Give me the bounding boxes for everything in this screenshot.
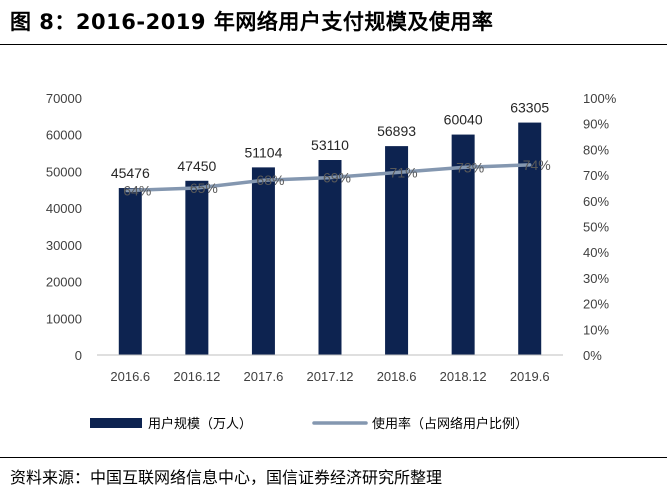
x-tick-label: 2017.6: [244, 369, 284, 384]
bar: [318, 160, 342, 355]
source-note: 资料来源：中国互联网络信息中心，国信证券经济研究所整理: [10, 468, 443, 487]
right-tick-label: 100%: [583, 91, 617, 106]
x-tick-label: 2019.6: [510, 369, 550, 384]
bar-data-labels: 45476 47450 51104 53110 56893 60040 63305: [111, 100, 550, 181]
x-tick-label: 2016.12: [173, 369, 220, 384]
line-data-label: 65%: [190, 180, 218, 196]
figure-title: 图 8：2016-2019 年网络用户支付规模及使用率: [10, 10, 494, 34]
right-tick-label: 80%: [583, 142, 609, 157]
line-data-label: 73%: [456, 159, 484, 175]
right-tick-label: 20%: [583, 297, 609, 312]
x-axis-ticks: 2016.6 2016.12 2017.6 2017.12 2018.6 2018.12 2…: [110, 369, 549, 384]
left-tick-label: 60000: [46, 128, 82, 143]
bar: [118, 188, 142, 355]
bar: [451, 134, 475, 355]
bar-data-label: 47450: [177, 158, 216, 174]
left-tick-label: 70000: [46, 91, 82, 106]
left-tick-label: 0: [75, 348, 82, 363]
line-data-label: 74%: [523, 157, 551, 173]
line-series: [125, 163, 532, 193]
bar: [385, 146, 409, 355]
right-tick-label: 30%: [583, 271, 609, 286]
x-tick-label: 2018.12: [440, 369, 487, 384]
right-axis-ticks: 0% 10% 20% 30% 40% 50% 60% 70% 80% 90% 100%: [583, 91, 617, 363]
bar-series: [118, 122, 542, 355]
bar-data-label: 53110: [311, 137, 349, 153]
title-divider: [0, 44, 667, 45]
right-tick-label: 10%: [583, 322, 609, 337]
line-data-label: 71%: [390, 165, 418, 181]
line-data-label: 68%: [256, 172, 284, 188]
bar-data-label: 60040: [444, 112, 483, 128]
right-tick-label: 40%: [583, 245, 609, 260]
bar-data-label: 56893: [377, 123, 416, 139]
source-divider: [0, 457, 667, 458]
left-tick-label: 40000: [46, 201, 82, 216]
legend: 用户规模（万人） 使用率（占网络用户比例）: [90, 416, 528, 432]
bar-data-label: 45476: [111, 165, 150, 181]
left-tick-label: 20000: [46, 275, 82, 290]
bar-data-label: 63305: [510, 100, 549, 116]
x-tick-label: 2018.6: [377, 369, 417, 384]
bar: [518, 122, 542, 355]
bar: [185, 180, 209, 355]
left-tick-label: 30000: [46, 238, 82, 253]
x-tick-label: 2016.6: [110, 369, 150, 384]
line-data-label: 64%: [123, 183, 151, 199]
legend-bar-label: 用户规模（万人）: [148, 416, 252, 432]
line-data-label: 69%: [323, 170, 351, 186]
bar-data-label: 51104: [244, 144, 282, 160]
right-tick-label: 60%: [583, 194, 609, 209]
right-tick-label: 90%: [583, 117, 609, 132]
left-axis-ticks: 0 10000 20000 30000 40000 50000 60000 70000: [46, 91, 82, 363]
legend-bar-swatch: [90, 418, 142, 428]
x-tick-label: 2017.12: [307, 369, 354, 384]
bar: [251, 167, 275, 355]
right-tick-label: 50%: [583, 220, 609, 235]
line-data-labels: 64% 65% 68% 69% 71% 73% 74%: [123, 157, 550, 199]
legend-line-label: 使用率（占网络用户比例）: [372, 416, 528, 432]
left-tick-label: 50000: [46, 164, 82, 179]
right-tick-label: 0%: [583, 348, 602, 363]
left-tick-label: 10000: [46, 311, 82, 326]
right-tick-label: 70%: [583, 168, 609, 183]
